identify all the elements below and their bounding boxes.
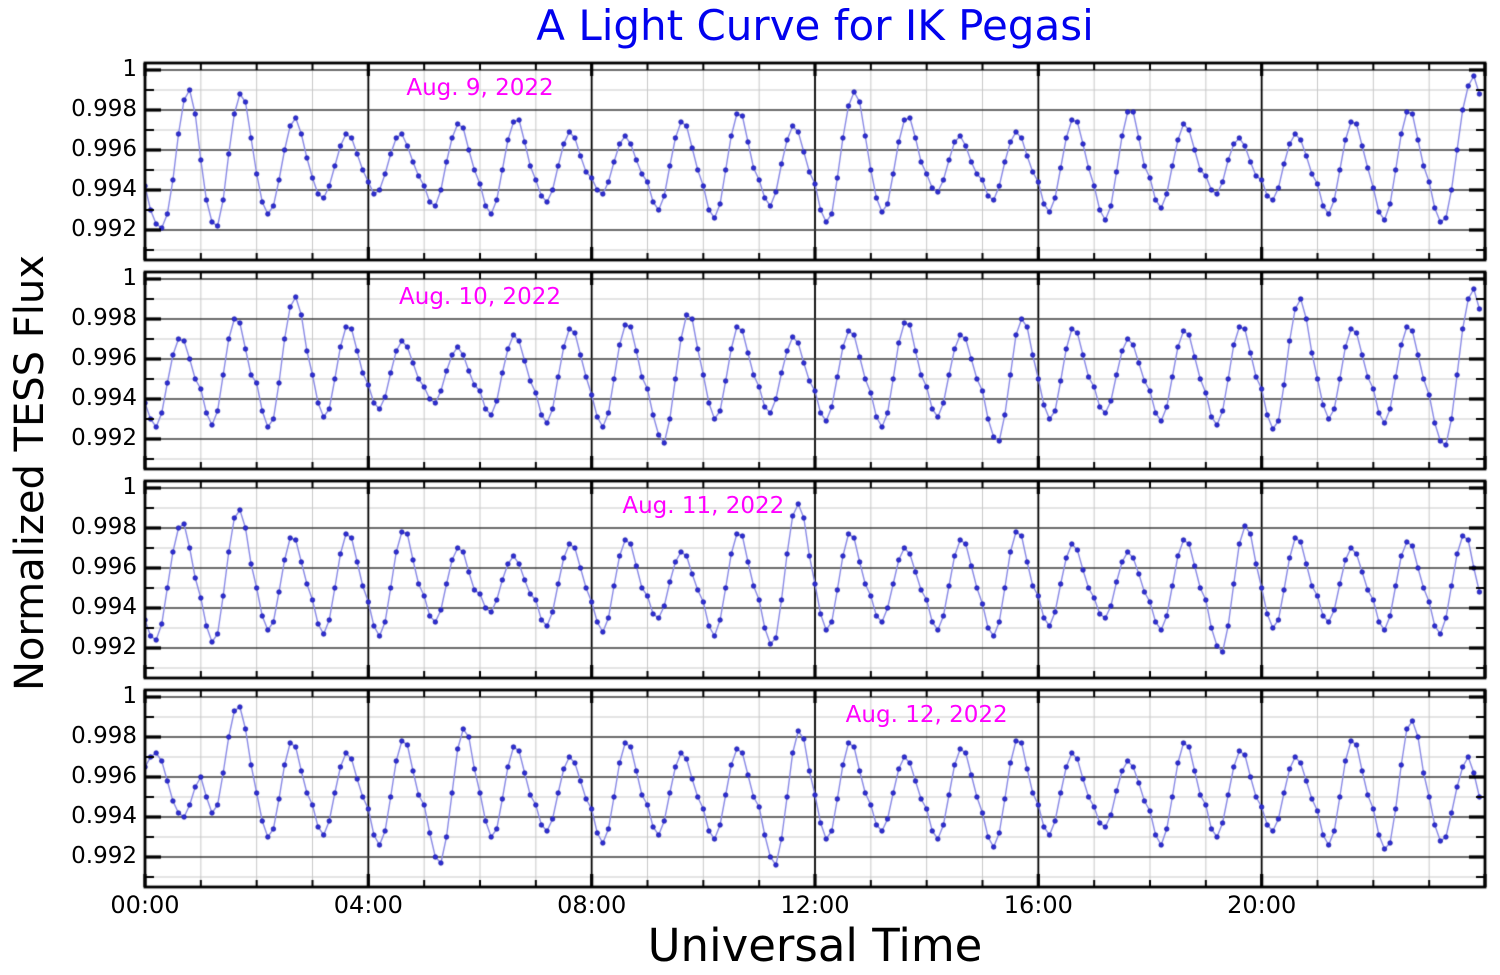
x-tick-label: 12:00 (780, 891, 850, 919)
y-tick-label: 0.994 (71, 594, 137, 620)
y-tick-label: 0.996 (71, 763, 137, 789)
y-tick-label: 0.994 (71, 803, 137, 829)
y-tick-label: 0.994 (71, 176, 137, 202)
date-annotation: Aug. 11, 2022 (622, 493, 785, 519)
x-tick-label: 04:00 (333, 891, 403, 919)
y-tick-label: 0.992 (71, 634, 137, 660)
x-tick-label: 16:00 (1003, 891, 1073, 919)
x-tick-label: 00:00 (110, 891, 180, 919)
chart-title: A Light Curve for IK Pegasi (536, 1, 1094, 50)
y-tick-label: 0.998 (71, 305, 137, 331)
y-tick-label: 0.994 (71, 385, 137, 411)
y-tick-label: 1 (122, 56, 137, 82)
date-annotation: Aug. 12, 2022 (845, 702, 1008, 728)
y-tick-label: 0.998 (71, 514, 137, 540)
y-tick-label: 0.996 (71, 554, 137, 580)
x-tick-label: 20:00 (1227, 891, 1297, 919)
y-tick-label: 0.992 (71, 843, 137, 869)
y-tick-label: 1 (122, 683, 137, 709)
y-tick-label: 0.996 (71, 136, 137, 162)
y-tick-label: 0.996 (71, 345, 137, 371)
x-tick-label: 08:00 (557, 891, 627, 919)
y-tick-label: 1 (122, 474, 137, 500)
x-axis-label: Universal Time (647, 919, 983, 972)
y-tick-label: 0.998 (71, 723, 137, 749)
y-tick-label: 0.992 (71, 425, 137, 451)
date-annotation: Aug. 10, 2022 (399, 284, 561, 310)
y-tick-label: 0.998 (71, 96, 137, 122)
y-tick-label: 1 (122, 265, 137, 291)
date-annotation: Aug. 9, 2022 (406, 75, 554, 101)
y-tick-label: 0.992 (71, 216, 137, 242)
